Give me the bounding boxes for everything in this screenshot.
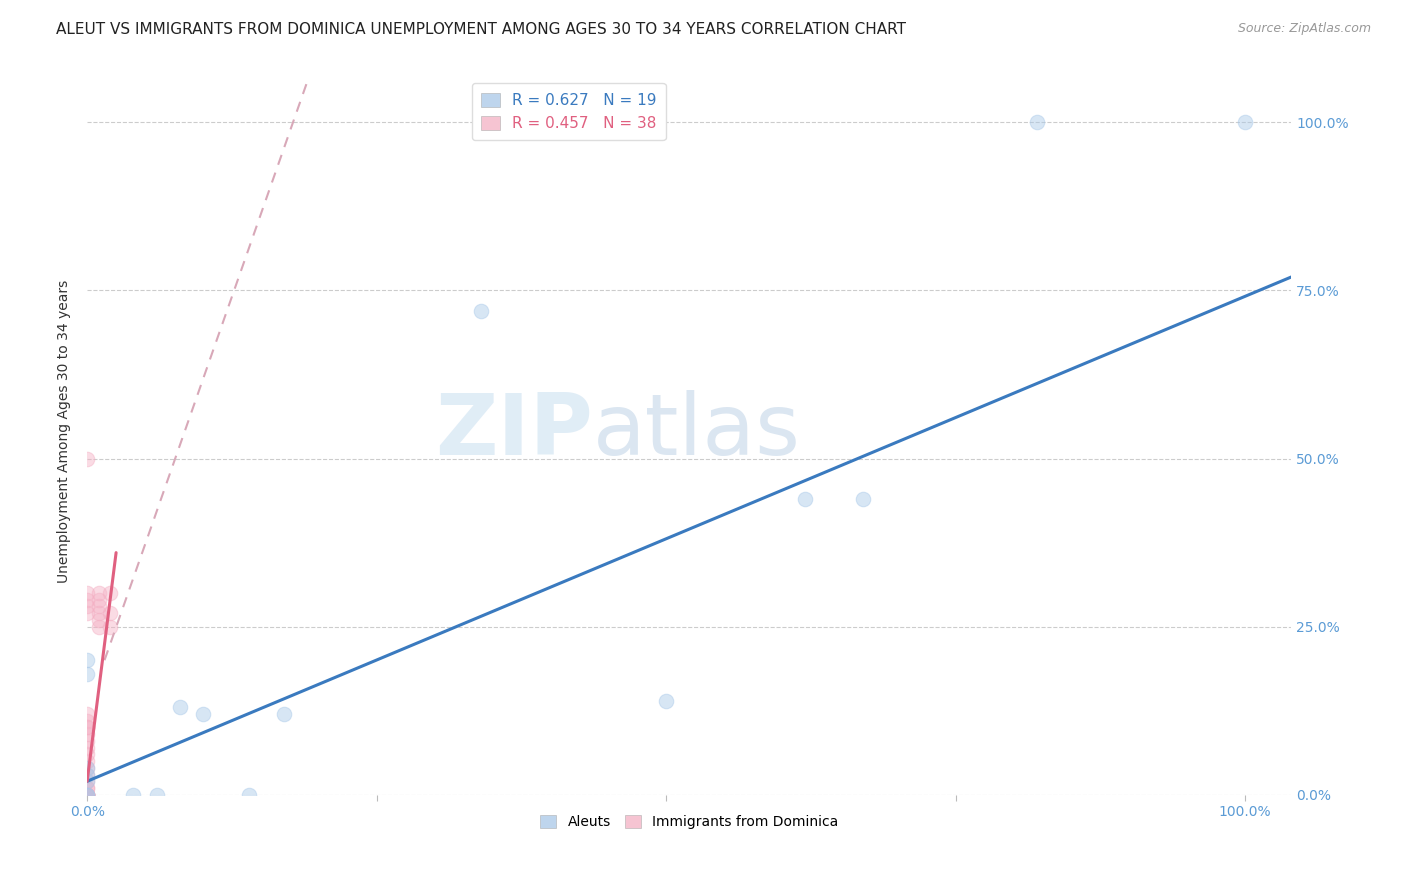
Point bbox=[76, 721, 98, 735]
Text: atlas: atlas bbox=[593, 390, 801, 473]
Point bbox=[76, 592, 98, 607]
Point bbox=[76, 788, 98, 802]
Point bbox=[76, 599, 98, 614]
Point bbox=[238, 788, 260, 802]
Point bbox=[98, 619, 121, 633]
Point bbox=[76, 788, 98, 802]
Point bbox=[87, 599, 110, 614]
Point bbox=[76, 747, 98, 762]
Point bbox=[87, 606, 110, 620]
Point bbox=[87, 586, 110, 600]
Point bbox=[1025, 115, 1047, 129]
Point bbox=[470, 303, 492, 318]
Text: Source: ZipAtlas.com: Source: ZipAtlas.com bbox=[1237, 22, 1371, 36]
Point bbox=[76, 754, 98, 768]
Point bbox=[98, 606, 121, 620]
Point bbox=[1234, 115, 1257, 129]
Point bbox=[76, 740, 98, 755]
Point bbox=[76, 727, 98, 741]
Point bbox=[76, 767, 98, 781]
Point bbox=[87, 619, 110, 633]
Point bbox=[76, 788, 98, 802]
Point bbox=[852, 491, 875, 506]
Point bbox=[76, 788, 98, 802]
Y-axis label: Unemployment Among Ages 30 to 34 years: Unemployment Among Ages 30 to 34 years bbox=[58, 280, 72, 583]
Point bbox=[655, 693, 678, 707]
Point bbox=[76, 788, 98, 802]
Point bbox=[87, 613, 110, 627]
Point bbox=[76, 788, 98, 802]
Point bbox=[76, 451, 98, 466]
Point bbox=[76, 606, 98, 620]
Point bbox=[98, 586, 121, 600]
Text: ALEUT VS IMMIGRANTS FROM DOMINICA UNEMPLOYMENT AMONG AGES 30 TO 34 YEARS CORRELA: ALEUT VS IMMIGRANTS FROM DOMINICA UNEMPL… bbox=[56, 22, 907, 37]
Point bbox=[76, 780, 98, 795]
Point bbox=[76, 721, 98, 735]
Point bbox=[76, 780, 98, 795]
Point bbox=[76, 788, 98, 802]
Point bbox=[76, 788, 98, 802]
Point bbox=[76, 586, 98, 600]
Point bbox=[76, 706, 98, 721]
Point bbox=[76, 788, 98, 802]
Point bbox=[76, 666, 98, 681]
Point bbox=[794, 491, 817, 506]
Point bbox=[76, 714, 98, 728]
Point bbox=[76, 788, 98, 802]
Point bbox=[87, 592, 110, 607]
Point bbox=[273, 706, 295, 721]
Point bbox=[76, 761, 98, 775]
Point bbox=[76, 734, 98, 748]
Point bbox=[169, 700, 191, 714]
Point bbox=[76, 653, 98, 667]
Point bbox=[122, 788, 145, 802]
Point bbox=[76, 788, 98, 802]
Text: ZIP: ZIP bbox=[436, 390, 593, 473]
Point bbox=[191, 706, 214, 721]
Point bbox=[76, 788, 98, 802]
Point bbox=[76, 774, 98, 789]
Legend: Aleuts, Immigrants from Dominica: Aleuts, Immigrants from Dominica bbox=[534, 809, 844, 835]
Point bbox=[76, 774, 98, 789]
Point bbox=[76, 761, 98, 775]
Point bbox=[76, 767, 98, 781]
Point bbox=[145, 788, 167, 802]
